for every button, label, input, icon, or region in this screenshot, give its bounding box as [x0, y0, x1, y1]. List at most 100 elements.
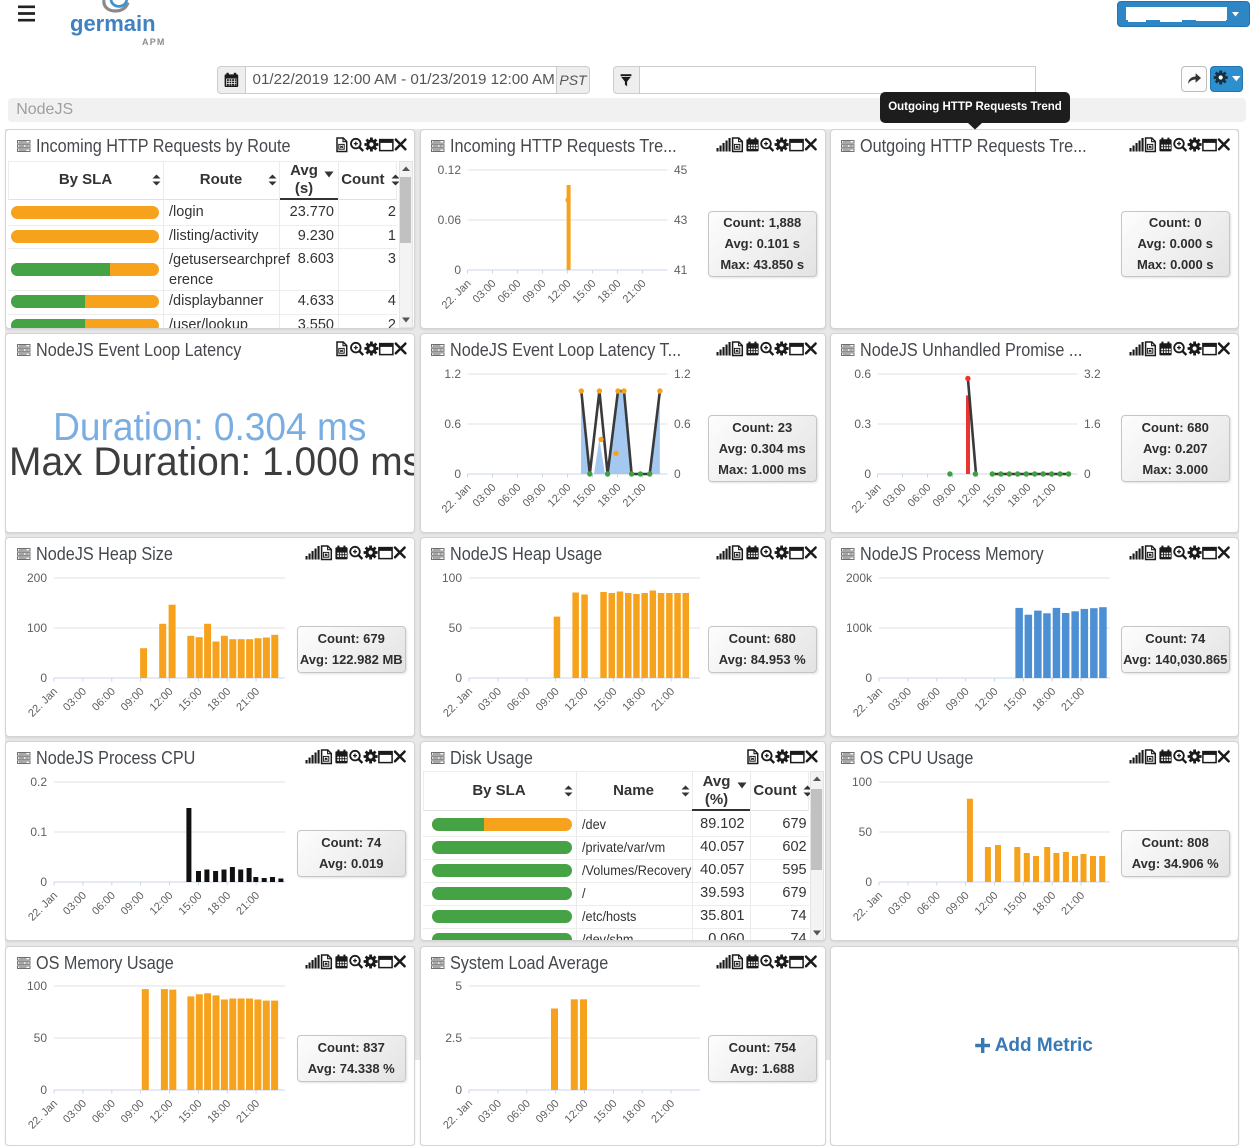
svg-text:15:00: 15:00 — [177, 686, 205, 714]
svg-text:0: 0 — [454, 263, 461, 277]
svg-text:09:00: 09:00 — [943, 890, 971, 918]
svg-text:12:00: 12:00 — [545, 277, 573, 305]
svg-text:03:00: 03:00 — [476, 686, 504, 714]
svg-text:0: 0 — [865, 875, 872, 889]
svg-text:18:00: 18:00 — [205, 1098, 233, 1126]
svg-text:0.12: 0.12 — [437, 163, 461, 177]
svg-text:3.2: 3.2 — [1084, 367, 1101, 381]
svg-text:12:00: 12:00 — [562, 686, 590, 714]
svg-text:0.1: 0.1 — [30, 825, 47, 839]
svg-text:0.3: 0.3 — [854, 417, 871, 431]
svg-text:15:00: 15:00 — [177, 890, 205, 918]
svg-text:0: 0 — [1084, 467, 1091, 481]
svg-text:0: 0 — [455, 1083, 462, 1097]
svg-text:03:00: 03:00 — [61, 1098, 89, 1126]
svg-text:15:00: 15:00 — [980, 482, 1008, 510]
svg-text:18:00: 18:00 — [1030, 890, 1058, 918]
svg-text:100: 100 — [441, 571, 461, 585]
svg-text:100k: 100k — [845, 621, 872, 635]
svg-text:50: 50 — [34, 1031, 48, 1045]
svg-text:03:00: 03:00 — [61, 890, 89, 918]
svg-text:15:00: 15:00 — [591, 1098, 619, 1126]
svg-text:0: 0 — [40, 1083, 47, 1097]
svg-text:12:00: 12:00 — [545, 482, 573, 510]
svg-text:12:00: 12:00 — [148, 890, 176, 918]
svg-text:15:00: 15:00 — [570, 482, 598, 510]
svg-text:15:00: 15:00 — [570, 277, 598, 305]
svg-text:12:00: 12:00 — [972, 890, 1000, 918]
svg-text:12:00: 12:00 — [148, 686, 176, 714]
svg-text:22. Jan: 22. Jan — [439, 277, 473, 311]
svg-text:06:00: 06:00 — [90, 686, 118, 714]
svg-text:22. Jan: 22. Jan — [26, 890, 60, 924]
svg-text:0: 0 — [674, 467, 681, 481]
svg-text:06:00: 06:00 — [504, 686, 532, 714]
svg-text:06:00: 06:00 — [495, 277, 523, 305]
svg-text:03:00: 03:00 — [470, 277, 498, 305]
svg-text:0: 0 — [455, 671, 462, 685]
svg-text:03:00: 03:00 — [476, 1098, 504, 1126]
svg-text:21:00: 21:00 — [649, 1098, 677, 1126]
svg-text:0.6: 0.6 — [444, 417, 461, 431]
svg-text:03:00: 03:00 — [470, 482, 498, 510]
svg-text:03:00: 03:00 — [886, 890, 914, 918]
svg-text:21:00: 21:00 — [234, 890, 262, 918]
svg-text:12:00: 12:00 — [972, 686, 1000, 714]
svg-text:50: 50 — [448, 621, 462, 635]
svg-text:21:00: 21:00 — [234, 686, 262, 714]
svg-text:22. Jan: 22. Jan — [851, 686, 885, 720]
svg-text:50: 50 — [858, 825, 872, 839]
svg-text:22. Jan: 22. Jan — [851, 890, 885, 924]
svg-text:22. Jan: 22. Jan — [849, 482, 883, 516]
svg-text:09:00: 09:00 — [533, 1098, 561, 1126]
svg-text:100: 100 — [27, 979, 47, 993]
svg-text:100: 100 — [851, 775, 871, 789]
svg-text:21:00: 21:00 — [234, 1098, 262, 1126]
svg-text:15:00: 15:00 — [591, 686, 619, 714]
svg-text:0: 0 — [864, 467, 871, 481]
svg-text:06:00: 06:00 — [905, 482, 933, 510]
svg-text:15:00: 15:00 — [1001, 890, 1029, 918]
svg-text:0.06: 0.06 — [437, 213, 461, 227]
svg-text:06:00: 06:00 — [504, 1098, 532, 1126]
svg-text:18:00: 18:00 — [205, 686, 233, 714]
svg-text:0.6: 0.6 — [854, 367, 871, 381]
svg-text:21:00: 21:00 — [620, 277, 648, 305]
svg-text:12:00: 12:00 — [955, 482, 983, 510]
svg-text:1.6: 1.6 — [1084, 417, 1101, 431]
svg-text:18:00: 18:00 — [205, 890, 233, 918]
svg-text:03:00: 03:00 — [880, 482, 908, 510]
svg-text:03:00: 03:00 — [61, 686, 89, 714]
svg-text:43: 43 — [674, 213, 688, 227]
svg-text:5: 5 — [455, 979, 462, 993]
svg-text:21:00: 21:00 — [649, 686, 677, 714]
svg-text:0.6: 0.6 — [674, 417, 691, 431]
svg-text:09:00: 09:00 — [119, 1098, 147, 1126]
svg-text:22. Jan: 22. Jan — [441, 686, 475, 720]
svg-text:18:00: 18:00 — [595, 482, 623, 510]
svg-text:22. Jan: 22. Jan — [439, 482, 473, 516]
svg-text:21:00: 21:00 — [620, 482, 648, 510]
svg-text:12:00: 12:00 — [562, 1098, 590, 1126]
svg-text:22. Jan: 22. Jan — [441, 1098, 475, 1132]
svg-text:18:00: 18:00 — [620, 1098, 648, 1126]
svg-text:200: 200 — [27, 571, 47, 585]
svg-text:09:00: 09:00 — [533, 686, 561, 714]
svg-text:18:00: 18:00 — [1030, 686, 1058, 714]
svg-text:03:00: 03:00 — [886, 686, 914, 714]
svg-text:21:00: 21:00 — [1059, 686, 1087, 714]
svg-text:22. Jan: 22. Jan — [26, 686, 60, 720]
svg-text:09:00: 09:00 — [520, 277, 548, 305]
svg-text:18:00: 18:00 — [620, 686, 648, 714]
svg-text:06:00: 06:00 — [90, 1098, 118, 1126]
svg-text:0.2: 0.2 — [30, 775, 47, 789]
svg-text:0: 0 — [40, 671, 47, 685]
svg-text:18:00: 18:00 — [1005, 482, 1033, 510]
svg-text:45: 45 — [674, 163, 688, 177]
svg-text:09:00: 09:00 — [930, 482, 958, 510]
svg-text:1.2: 1.2 — [444, 367, 461, 381]
svg-text:06:00: 06:00 — [914, 890, 942, 918]
svg-text:09:00: 09:00 — [520, 482, 548, 510]
svg-text:200k: 200k — [845, 571, 872, 585]
svg-text:15:00: 15:00 — [1001, 686, 1029, 714]
